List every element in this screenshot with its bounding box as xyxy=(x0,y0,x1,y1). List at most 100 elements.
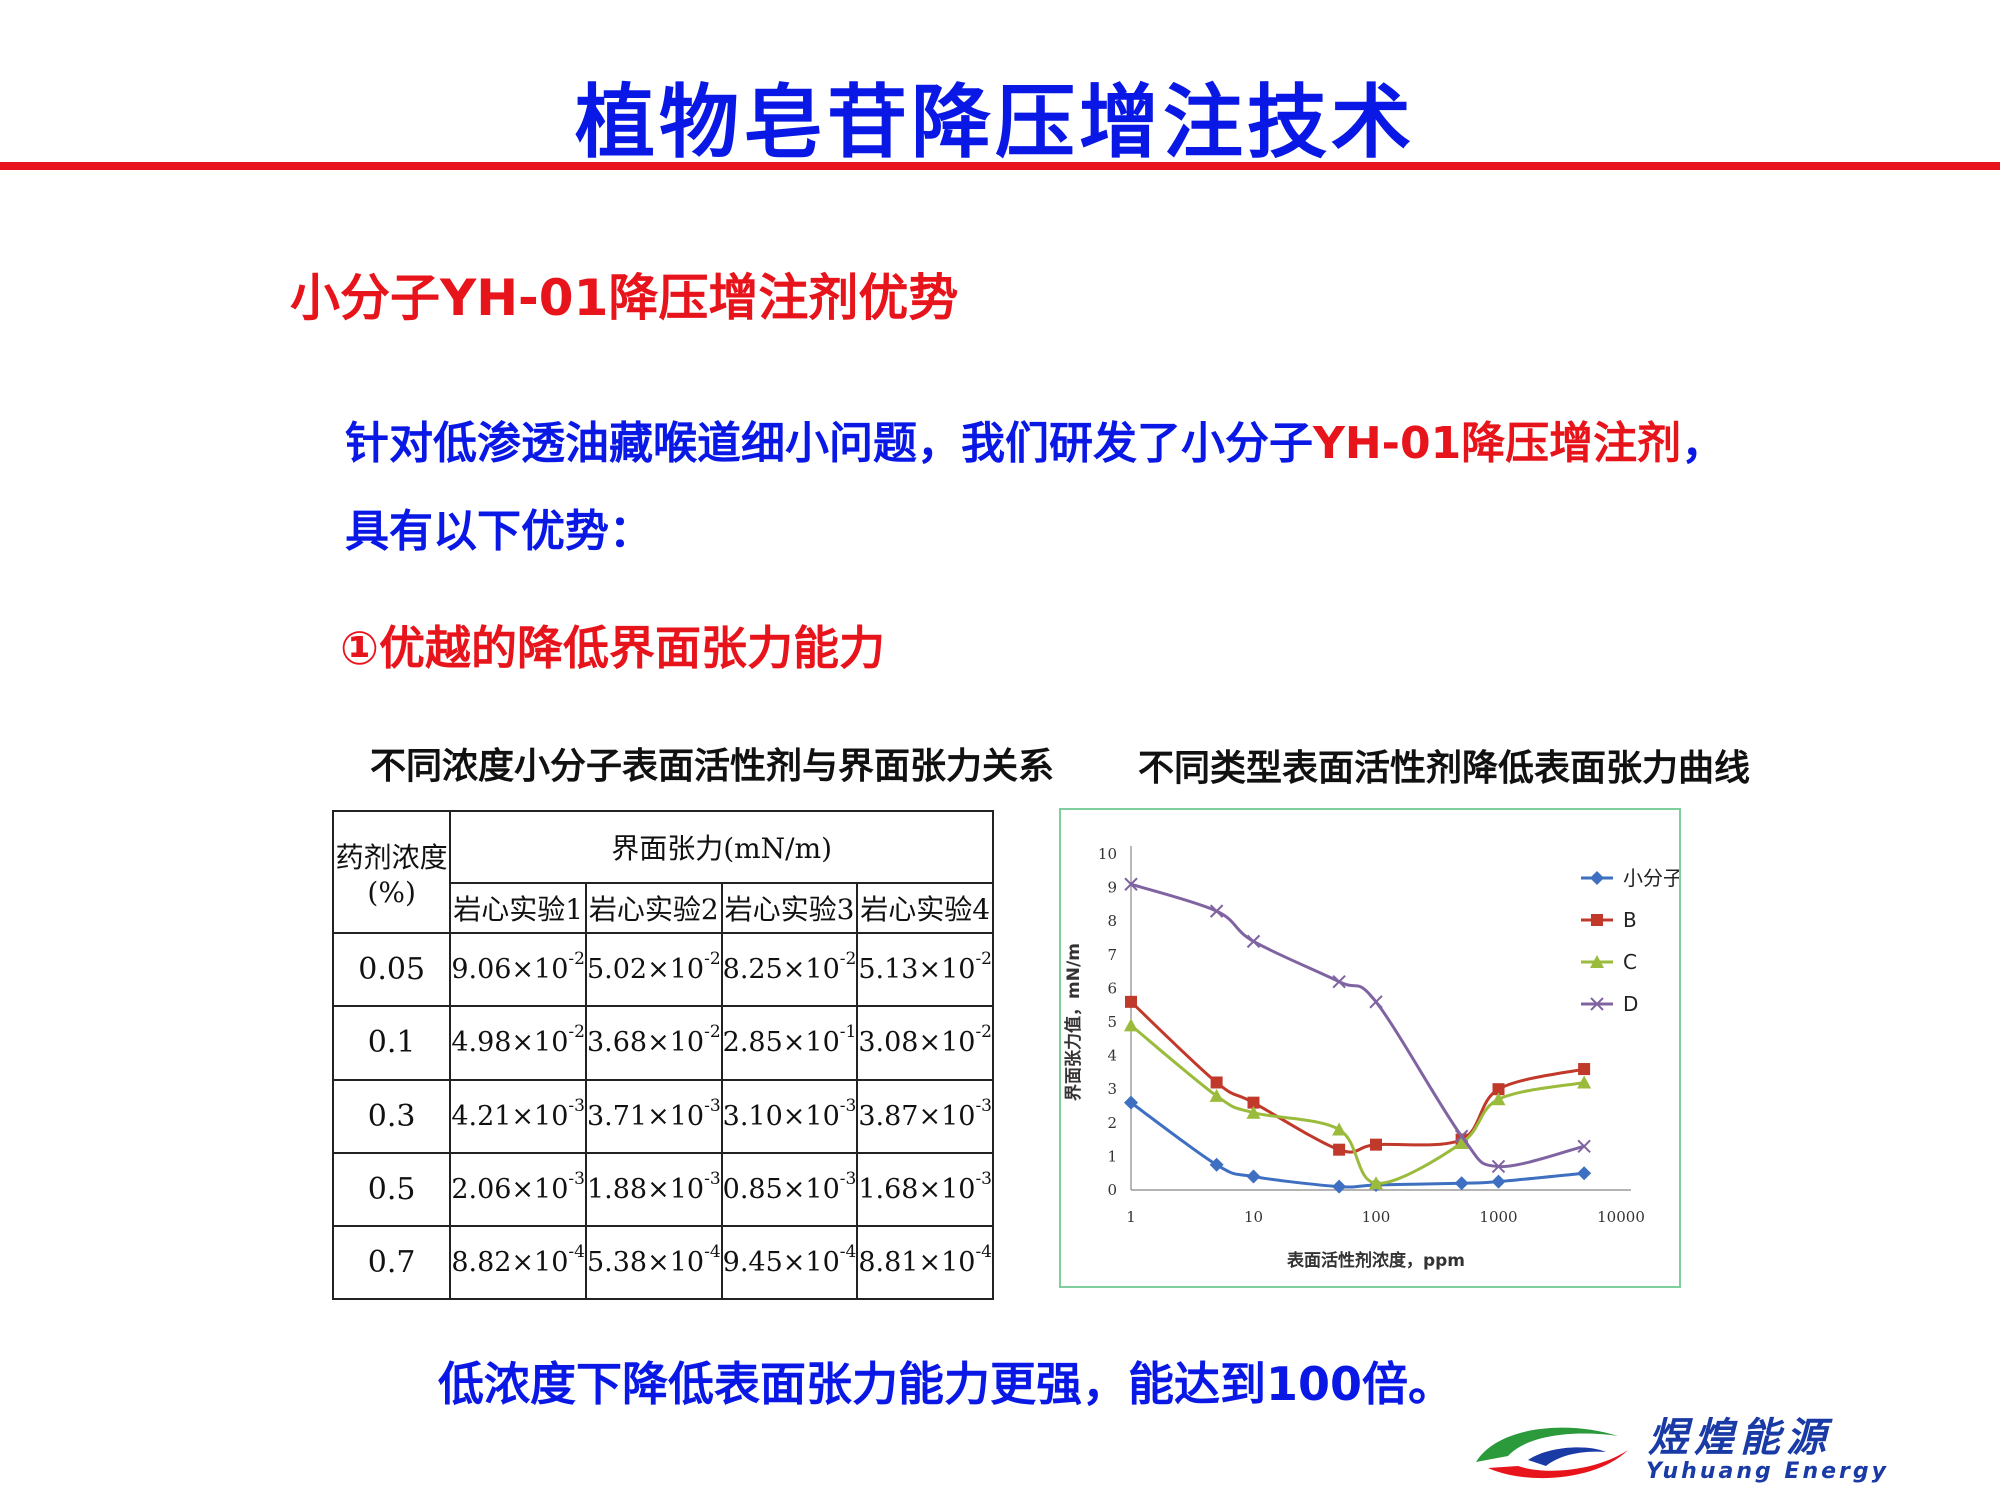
data-point xyxy=(1369,1176,1383,1190)
tension-value-cell: 5.02×10-2 xyxy=(584,932,723,1008)
column-header: 岩心实验4 xyxy=(856,882,994,935)
table-body: 0.05 9.06×10-2 5.02×10-2 8.25×10-2 5.13×10-2… xyxy=(331,932,994,1301)
tension-value-cell: 3.10×10-3 xyxy=(720,1078,859,1154)
data-point xyxy=(1590,871,1604,885)
value-mantissa: 8.82×10 xyxy=(451,1246,569,1278)
intro-text-2: ，具有以下优势： xyxy=(345,418,1726,557)
concentration-cell: 0.5 xyxy=(331,1151,452,1227)
y-tick-label: 0 xyxy=(1107,1181,1117,1199)
tension-value-cell: 8.81×10-4 xyxy=(856,1224,994,1301)
intro-text-1: 针对低渗透油藏喉道细小问题，我们研发了小分子 xyxy=(345,418,1313,469)
value-exponent: -3 xyxy=(839,1168,857,1189)
value-mantissa: 4.98×10 xyxy=(451,1027,569,1059)
data-point xyxy=(1124,1018,1138,1032)
tension-value-cell: 3.71×10-3 xyxy=(584,1078,723,1154)
series-line xyxy=(1130,882,1585,1168)
table-row: 0.5 2.06×10-3 1.88×10-3 0.85×10-3 1.68×10-3 xyxy=(331,1151,994,1227)
data-point xyxy=(1492,1083,1505,1096)
concentration-cell: 0.3 xyxy=(331,1078,452,1154)
data-point xyxy=(1491,1092,1506,1106)
table-row: 0.05 9.06×10-2 5.02×10-2 8.25×10-2 5.13×10-2 xyxy=(331,932,994,1008)
x-tick-label: 100 xyxy=(1362,1208,1391,1226)
x-axis-label: 表面活性剂浓度，ppm xyxy=(1287,1250,1465,1271)
data-point xyxy=(1124,877,1138,891)
data-point xyxy=(1332,1122,1347,1136)
value-mantissa: 3.87×10 xyxy=(858,1100,976,1132)
y-tick-label: 10 xyxy=(1098,845,1117,863)
value-mantissa: 8.81×10 xyxy=(858,1246,976,1278)
y-tick-label: 2 xyxy=(1107,1114,1117,1132)
value-exponent: -2 xyxy=(568,949,585,970)
data-point xyxy=(1209,904,1224,918)
value-mantissa: 2.85×10 xyxy=(722,1027,840,1059)
tension-value-cell: 3.68×10-2 xyxy=(584,1005,723,1081)
tension-value-cell: 8.25×10-2 xyxy=(720,932,859,1008)
tension-chart: 0 1 2 3 4 5 6 7 8 9 10 1 10 100 1000 10000 表面活性剂浓度，ppm 界面… xyxy=(1059,808,1681,1288)
intro-product-name: YH-01降压增注剂 xyxy=(1313,418,1682,469)
series-line xyxy=(1130,1024,1585,1185)
series-line xyxy=(1129,1000,1585,1154)
value-exponent: -2 xyxy=(704,1022,721,1043)
tension-value-cell: 4.98×10-2 xyxy=(449,1005,587,1081)
concentration-cell: 0.1 xyxy=(331,1005,452,1081)
data-point xyxy=(1209,1088,1224,1102)
data-point xyxy=(1454,1129,1469,1143)
value-mantissa: 1.68×10 xyxy=(858,1173,976,1205)
data-point xyxy=(1590,997,1604,1011)
value-mantissa: 3.10×10 xyxy=(722,1100,840,1132)
group-header: 界面张力(mN/m) xyxy=(449,809,994,885)
tension-value-cell: 3.87×10-3 xyxy=(856,1078,994,1154)
concentration-cell: 0.05 xyxy=(331,932,452,1008)
value-mantissa: 1.88×10 xyxy=(586,1173,705,1205)
company-logo: 煜煌能源 Yuhuang Energy xyxy=(1468,1416,1968,1488)
value-exponent: -3 xyxy=(568,1168,585,1189)
data-point xyxy=(1125,995,1137,1008)
legend-label: 小分子 xyxy=(1623,866,1679,890)
logo-subtitle: Yuhuang Energy xyxy=(1646,1459,1889,1484)
data-point xyxy=(1577,1075,1592,1089)
value-mantissa: 9.06×10 xyxy=(451,954,569,986)
tension-value-cell: 3.08×10-2 xyxy=(856,1005,994,1081)
tension-value-cell: 4.21×10-3 xyxy=(449,1078,587,1154)
tension-value-cell: 9.45×10-4 xyxy=(720,1224,859,1301)
value-mantissa: 9.45×10 xyxy=(722,1246,840,1278)
value-exponent: -4 xyxy=(839,1241,857,1262)
tension-value-cell: 2.85×10-1 xyxy=(720,1005,859,1081)
data-point xyxy=(1246,934,1261,949)
legend-label: B xyxy=(1623,908,1637,932)
value-exponent: -3 xyxy=(704,1095,721,1116)
data-point xyxy=(1124,1095,1138,1110)
column-header: 岩心实验3 xyxy=(720,882,859,935)
concentration-cell: 0.7 xyxy=(331,1224,452,1301)
y-tick-label: 1 xyxy=(1107,1147,1117,1165)
data-point xyxy=(1577,1166,1592,1181)
row-header: 药剂浓度(%) xyxy=(331,809,452,935)
intro-paragraph: 针对低渗透油藏喉道细小问题，我们研发了小分子YH-01降压增注剂，具有以下优势： xyxy=(345,400,1745,576)
data-point xyxy=(1369,995,1383,1009)
data-point xyxy=(1209,1157,1224,1172)
data-point xyxy=(1246,1105,1261,1119)
advantage-point-1: ①优越的降低界面张力能力 xyxy=(340,621,885,675)
value-mantissa: 5.38×10 xyxy=(586,1246,705,1278)
data-point xyxy=(1591,914,1603,926)
x-tick-label: 10 xyxy=(1244,1208,1263,1226)
value-exponent: -3 xyxy=(568,1095,585,1116)
conclusion-text: 低浓度下降低表面张力能力更强，能达到100倍。 xyxy=(438,1357,1455,1411)
x-tick-label: 1 xyxy=(1126,1208,1136,1226)
data-point xyxy=(1578,1063,1591,1076)
data-point xyxy=(1454,1176,1469,1191)
value-exponent: -3 xyxy=(839,1095,857,1116)
value-mantissa: 8.25×10 xyxy=(722,954,840,986)
value-exponent: -3 xyxy=(975,1168,992,1189)
x-tick-label: 1000 xyxy=(1479,1208,1517,1226)
title-divider xyxy=(0,162,2000,170)
data-point xyxy=(1247,1096,1260,1109)
value-exponent: -2 xyxy=(839,949,857,970)
value-mantissa: 4.21×10 xyxy=(451,1100,569,1132)
data-point xyxy=(1210,1076,1223,1089)
chart-caption: 不同类型表面活性剂降低表面张力曲线 xyxy=(1138,748,1751,789)
tension-value-cell: 1.68×10-3 xyxy=(856,1151,994,1227)
value-mantissa: 3.68×10 xyxy=(586,1027,705,1059)
table-row: 0.1 4.98×10-2 3.68×10-2 2.85×10-1 3.08×10-2 xyxy=(331,1005,994,1081)
